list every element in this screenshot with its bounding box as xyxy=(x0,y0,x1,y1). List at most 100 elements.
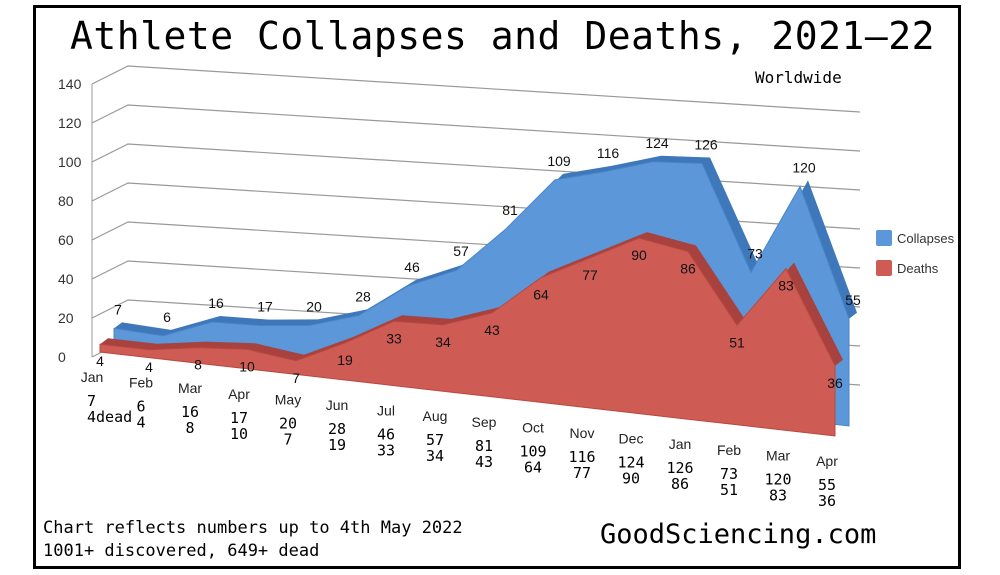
month-count-label: 4dead xyxy=(87,408,132,426)
data-label-deaths: 83 xyxy=(778,278,794,294)
x-tick-label: Jan xyxy=(669,436,692,452)
month-count-label: 46 xyxy=(377,426,395,444)
month-count-label: 57 xyxy=(426,431,444,449)
month-count-label: 55 xyxy=(818,476,836,494)
gridline xyxy=(91,65,861,113)
legend-label: Deaths xyxy=(897,260,939,276)
data-label-deaths: 51 xyxy=(729,334,745,350)
data-label-collapses: 57 xyxy=(453,243,469,259)
month-count-label: 4 xyxy=(136,414,145,432)
footnote-totals: 1001+ discovered, 649+ dead xyxy=(43,541,320,561)
footnote-date: Chart reflects numbers up to 4th May 202… xyxy=(43,518,463,538)
y-tick-label: 0 xyxy=(58,349,66,365)
gridline xyxy=(91,104,861,152)
data-label-deaths: 86 xyxy=(680,261,696,277)
data-label-deaths: 33 xyxy=(386,330,402,346)
month-count-label: 16 xyxy=(181,403,199,421)
x-tick-label: Nov xyxy=(570,425,595,441)
month-count-label: 90 xyxy=(622,470,640,488)
data-label-deaths: 43 xyxy=(484,322,500,338)
data-label-deaths: 7 xyxy=(292,370,300,386)
series-area-deaths xyxy=(99,237,836,437)
data-label-collapses: 28 xyxy=(355,288,371,304)
data-label-collapses: 81 xyxy=(502,202,518,218)
month-count-label: 77 xyxy=(573,464,591,482)
month-count-label: 64 xyxy=(524,458,542,476)
month-count-label: 10 xyxy=(230,425,248,443)
month-count-label: 86 xyxy=(671,475,689,493)
x-tick-label: Dec xyxy=(619,431,644,447)
month-count-label: 7 xyxy=(87,392,96,410)
x-tick-label: May xyxy=(275,391,301,407)
legend-swatch-deaths xyxy=(876,260,892,276)
legend-swatch-collapses xyxy=(876,230,892,246)
legend-collapses: Collapses xyxy=(876,230,954,246)
data-label-collapses: 120 xyxy=(792,159,816,175)
x-tick-label: Sep xyxy=(472,414,497,430)
x-tick-label: Oct xyxy=(522,419,544,435)
chart-frame xyxy=(33,5,961,569)
y-tick-label: 140 xyxy=(58,76,82,92)
month-count-label: 28 xyxy=(328,420,346,438)
brand-watermark: GoodSciencing.com xyxy=(600,519,877,550)
data-label-deaths: 90 xyxy=(631,247,647,263)
month-count-label: 20 xyxy=(279,414,297,432)
x-tick-label: Aug xyxy=(423,408,448,424)
data-label-deaths: 10 xyxy=(239,358,255,374)
y-tick-label: 120 xyxy=(58,115,82,131)
month-count-label: 8 xyxy=(185,419,194,437)
x-tick-label: Apr xyxy=(228,386,250,402)
data-label-collapses: 124 xyxy=(645,135,669,151)
gridline xyxy=(91,182,861,230)
x-tick-label: Feb xyxy=(129,375,153,391)
x-tick-label: Jul xyxy=(377,403,395,419)
data-label-deaths: 4 xyxy=(145,359,153,375)
gridline xyxy=(91,143,861,191)
data-label-deaths: 19 xyxy=(337,352,353,368)
month-count-label: 124 xyxy=(617,454,644,472)
x-tick-label: Feb xyxy=(717,442,741,458)
x-tick-label: Mar xyxy=(178,380,202,396)
data-label-deaths: 77 xyxy=(582,267,598,283)
month-count-label: 19 xyxy=(328,436,346,454)
data-label-collapses: 55 xyxy=(845,292,861,308)
data-label-deaths: 4 xyxy=(96,353,104,369)
data-label-collapses: 126 xyxy=(694,137,718,153)
month-count-label: 83 xyxy=(769,486,787,504)
data-label-collapses: 109 xyxy=(547,153,571,169)
x-tick-label: Jan xyxy=(81,369,104,385)
month-count-label: 36 xyxy=(818,492,836,510)
chart-title: Athlete Collapses and Deaths, 2021—22 xyxy=(70,14,935,58)
legend-label: Collapses xyxy=(897,230,955,246)
month-count-label: 120 xyxy=(764,470,791,488)
data-label-collapses: 7 xyxy=(114,301,122,317)
month-count-label: 17 xyxy=(230,409,248,427)
y-tick-label: 100 xyxy=(58,154,82,170)
y-tick-label: 40 xyxy=(58,271,74,287)
data-label-collapses: 46 xyxy=(404,259,420,275)
data-label-deaths: 36 xyxy=(827,375,843,391)
month-count-label: 7 xyxy=(283,430,292,448)
month-count-label: 51 xyxy=(720,481,738,499)
chart-subtitle: Worldwide xyxy=(755,68,842,87)
x-tick-label: Jun xyxy=(326,397,349,413)
month-count-label: 109 xyxy=(519,442,546,460)
month-count-label: 34 xyxy=(426,447,444,465)
data-label-collapses: 6 xyxy=(163,309,171,325)
legend-deaths: Deaths xyxy=(876,260,938,276)
month-count-label: 116 xyxy=(568,448,595,466)
data-label-deaths: 64 xyxy=(533,287,549,303)
month-count-label: 81 xyxy=(475,437,493,455)
data-label-collapses: 17 xyxy=(257,299,273,315)
data-label-collapses: 16 xyxy=(208,295,224,311)
y-tick-label: 20 xyxy=(58,310,74,326)
data-label-collapses: 116 xyxy=(597,145,620,161)
data-label-deaths: 8 xyxy=(194,357,202,373)
month-count-label: 33 xyxy=(377,442,395,460)
data-label-deaths: 34 xyxy=(435,334,451,350)
x-tick-label: Mar xyxy=(766,447,790,463)
x-tick-label: Apr xyxy=(816,453,838,469)
y-tick-label: 80 xyxy=(58,193,74,209)
month-count-label: 43 xyxy=(475,453,493,471)
